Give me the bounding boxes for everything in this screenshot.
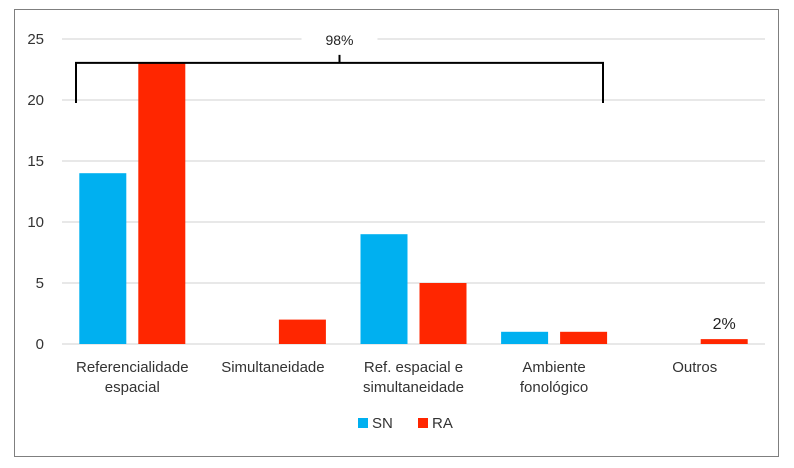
y-tick-label: 15 (27, 153, 44, 170)
bar-ra-2 (419, 283, 467, 344)
legend-label-sn: SN (372, 415, 393, 432)
legend: SN RA (358, 415, 453, 432)
y-tick-label: 5 (36, 275, 44, 292)
legend-swatch-sn (358, 418, 368, 428)
y-tick-label: 25 (27, 31, 44, 48)
x-category-label: Referencialidade espacial (76, 359, 189, 396)
x-category-label: Outros (672, 359, 717, 376)
bracket-label: 98% (325, 32, 353, 48)
annotations: 98% 2% (75, 30, 736, 333)
x-category-label: Ref. espacial e simultaneidade (363, 359, 464, 396)
bars (79, 63, 748, 345)
bar-ra-0 (138, 63, 186, 345)
bar-ra-1 (278, 319, 326, 344)
bar-ra-4 (700, 339, 748, 344)
outros-percent-label: 2% (713, 316, 736, 333)
x-category-label: Simultaneidade (221, 359, 324, 376)
legend-swatch-ra (418, 418, 428, 428)
bar-sn-3 (501, 331, 549, 344)
y-tick-label: 0 (36, 336, 44, 353)
bar-ra-3 (560, 331, 608, 344)
x-category-label: Ambiente fonológico (520, 359, 588, 396)
bar-sn-2 (360, 234, 408, 344)
x-axis-labels: Referencialidade espacial Simultaneidade Re… (76, 359, 717, 396)
bracket-label-bg (301, 30, 378, 48)
bar-sn-0 (79, 173, 127, 344)
y-tick-label: 10 (27, 214, 44, 231)
bracket-98-percent (75, 54, 604, 103)
y-tick-label: 20 (27, 92, 44, 109)
legend-label-ra: RA (432, 415, 453, 432)
y-axis-ticks: 0 5 10 15 20 25 (27, 31, 44, 353)
